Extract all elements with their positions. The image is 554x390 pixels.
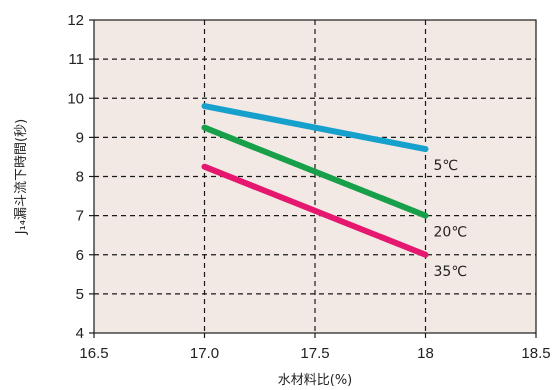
series-line	[201, 103, 429, 153]
y-tick-label: 7	[76, 208, 84, 225]
y-tick-label: 5	[76, 286, 84, 303]
y-tick-label: 10	[67, 90, 84, 107]
series-lines	[201, 103, 429, 258]
series-label: 5℃	[434, 158, 459, 174]
y-tick-label: 6	[76, 247, 84, 264]
x-tick-label: 16.5	[79, 345, 108, 362]
y-tick-label: 11	[68, 51, 84, 68]
series-label: 20℃	[434, 225, 468, 241]
y-tick-label: 4	[76, 325, 84, 342]
y-tick-label: 12	[67, 12, 84, 29]
series-label: 35℃	[434, 264, 468, 280]
series-line	[201, 124, 429, 219]
grid-lines	[94, 20, 536, 333]
y-tick-label: 8	[76, 169, 84, 186]
x-tick-label: 17.0	[190, 345, 219, 362]
x-tick-label: 18.5	[521, 345, 550, 362]
y-tick-label: 9	[76, 129, 84, 146]
y-axis: 4 5 6 7 8 9 10 11 12	[67, 12, 94, 342]
series-line	[201, 163, 429, 258]
x-tick-label: 18	[417, 345, 434, 362]
x-axis: 16.5 17.0 17.5 18 18.5	[79, 333, 551, 362]
y-axis-label: J₁₄漏斗流下時間(秒)	[13, 119, 29, 235]
series-labels: 5℃ 20℃ 35℃	[434, 158, 468, 280]
x-axis-label: 水材料比(%)	[278, 373, 353, 388]
x-tick-label: 17.5	[300, 345, 329, 362]
